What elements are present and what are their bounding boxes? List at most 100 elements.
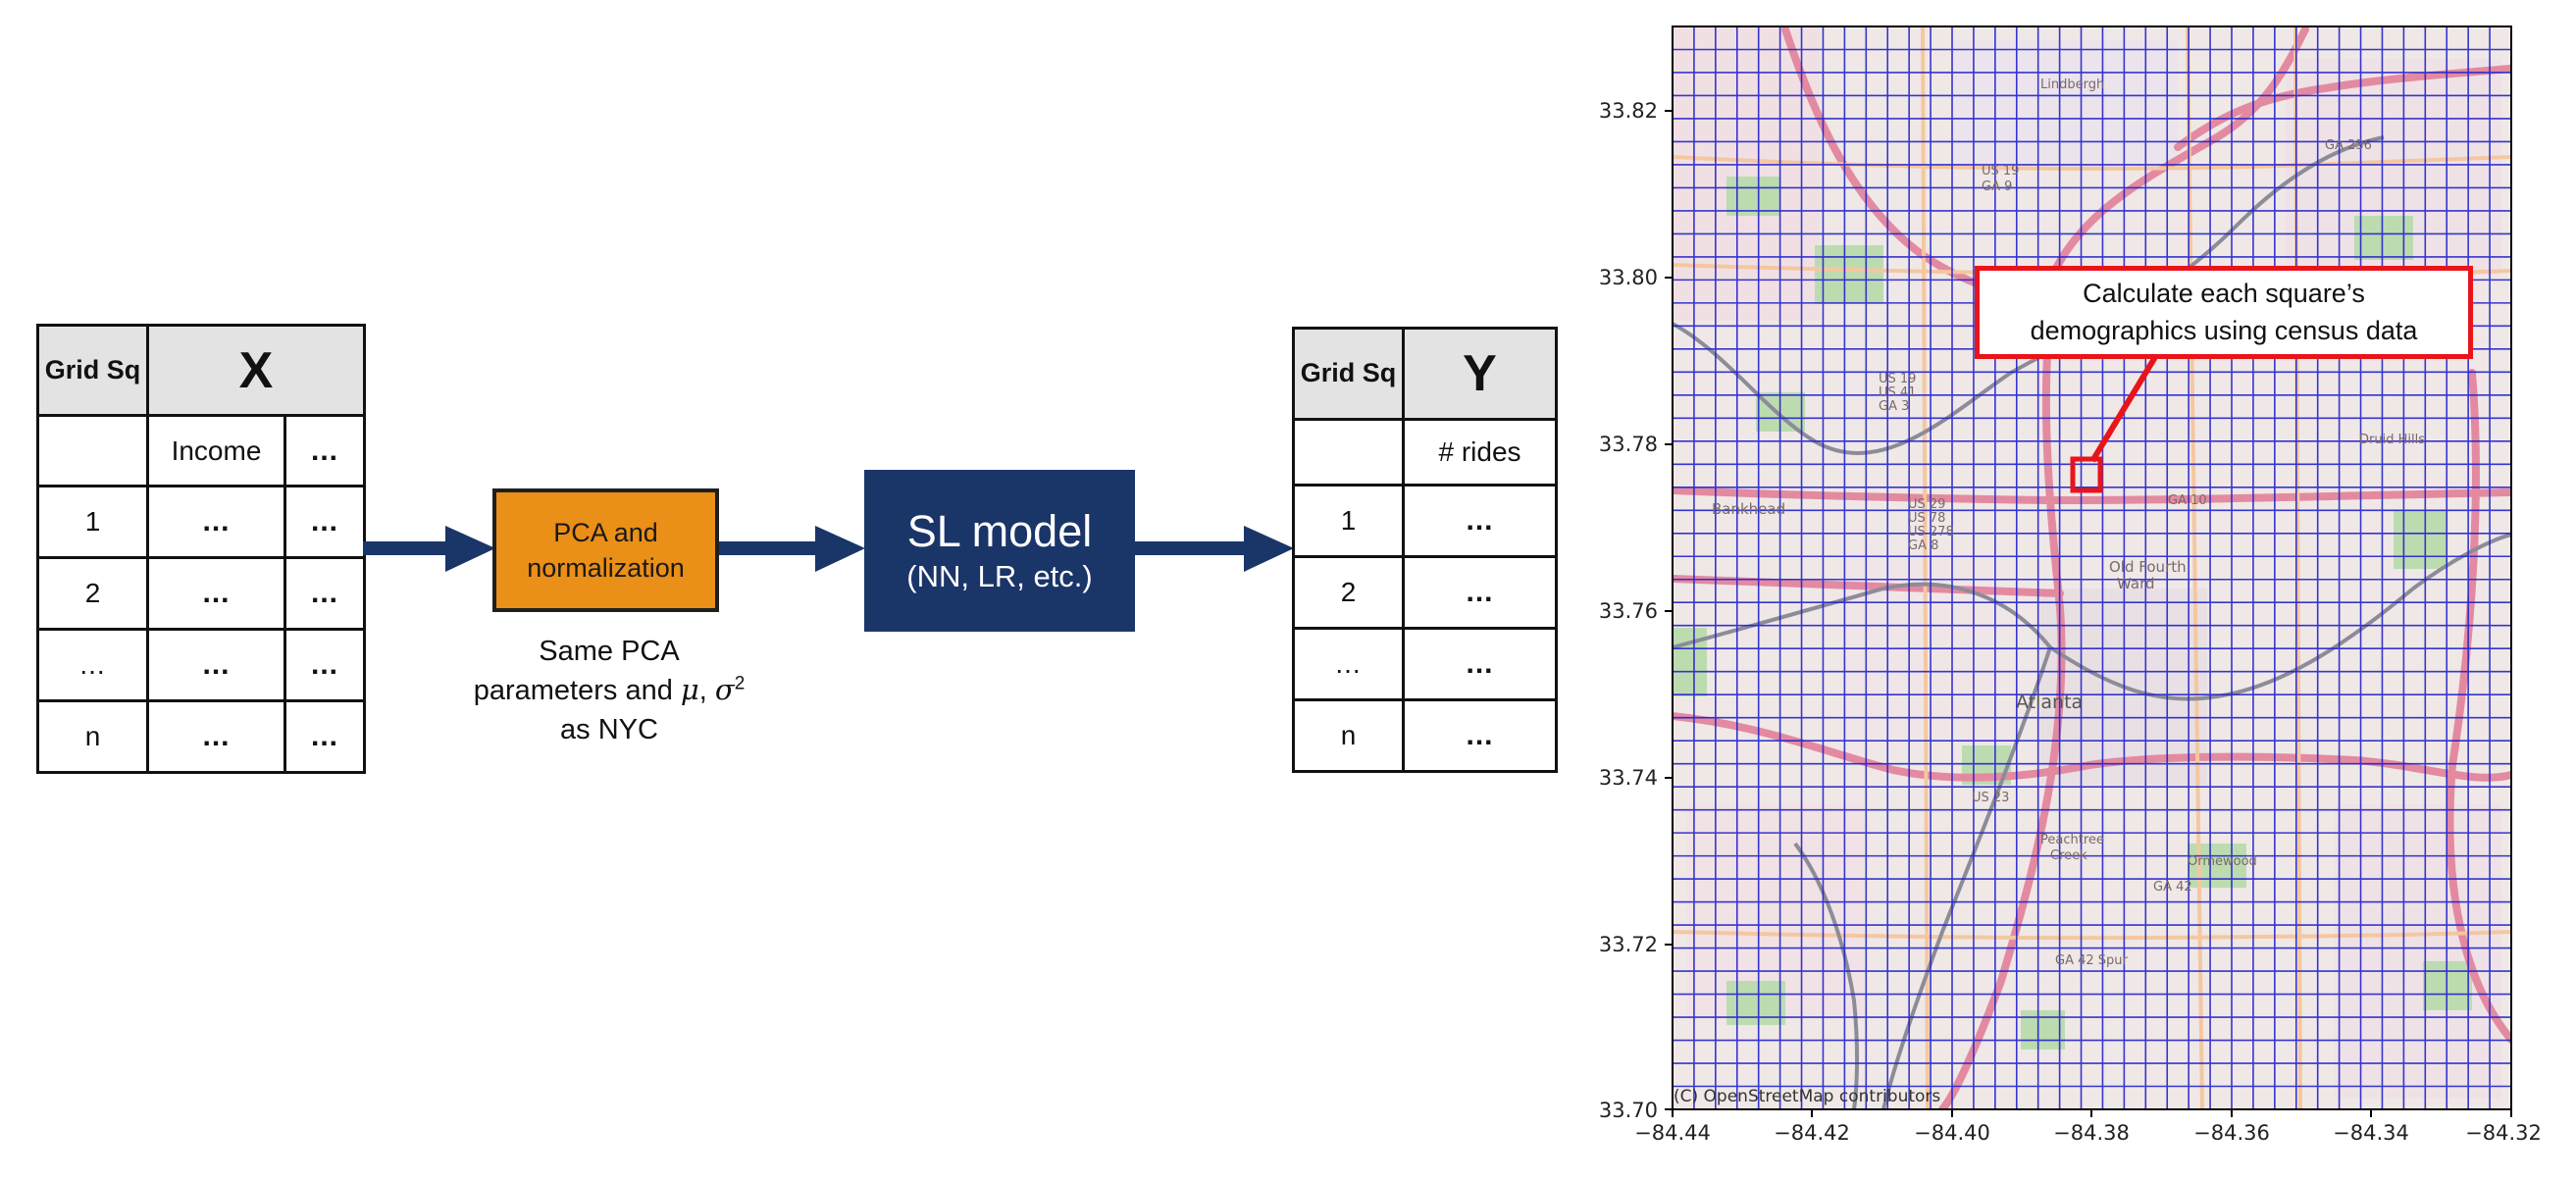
- map-label: Peachtree: [2040, 833, 2104, 847]
- table-y-header-grid-sq: Grid Sq: [1292, 327, 1405, 421]
- map-label: US 78: [1908, 511, 1945, 526]
- table-x-income-header: Income: [146, 414, 286, 487]
- map-major-roads: [1673, 26, 2511, 1109]
- table-x-ellipsis: ...: [283, 414, 366, 487]
- map-patches: [1673, 26, 2501, 1099]
- y-tick-label: 33.76: [1599, 599, 1658, 623]
- map-label: US 19: [1879, 372, 1916, 386]
- table-x-header-grid-sq: Grid Sq: [36, 324, 149, 417]
- x-tick-label: −84.40: [1914, 1121, 1990, 1145]
- y-axis-labels: 33.82 33.80 33.78 33.76 33.74 33.72 33.7…: [1599, 99, 1658, 1122]
- table-y-header-y: Y: [1402, 327, 1558, 421]
- map-label: Old Fourth: [2109, 558, 2187, 576]
- census-grid: [1673, 26, 2511, 1109]
- target-table-y: Grid Sq Y # rides 1 ... 2 ... ... ... n …: [1292, 327, 1558, 773]
- table-x-cell: [36, 414, 149, 487]
- table-y-cell: [1292, 418, 1405, 487]
- highlighted-grid-square: [2070, 456, 2103, 493]
- sigma-symbol: σ: [714, 673, 735, 707]
- axis-ticks: [1665, 110, 2512, 1117]
- osm-credit: (C) OpenStreetMap contributors: [1674, 1087, 1941, 1106]
- map-parks: [1673, 177, 2472, 1050]
- map-label: Lindbergh: [2040, 77, 2104, 92]
- arrow-model-to-y: [1135, 526, 1294, 572]
- map-label: Atlanta: [2016, 692, 2083, 713]
- y-tick-label: 33.78: [1599, 433, 1658, 456]
- table-x-ellipsis: ...: [283, 699, 366, 774]
- y-tick-label: 33.74: [1599, 766, 1658, 790]
- x-tick-label: −84.44: [1634, 1121, 1711, 1145]
- table-y-ellipsis: ...: [1402, 484, 1558, 558]
- map-label: US 23: [1972, 791, 2009, 805]
- map-label: US 278: [1908, 525, 1954, 539]
- x-tick-label: −84.38: [2053, 1121, 2130, 1145]
- table-x-ellipsis: ...: [283, 485, 366, 559]
- sl-model-title: SL model: [906, 505, 1093, 556]
- pca-note-line3: as NYC: [560, 713, 658, 745]
- map-label: GA 3: [1879, 399, 1909, 414]
- map-label: GA 8: [1908, 538, 1938, 553]
- callout-box: Calculate each square’s demographics usi…: [1975, 266, 2473, 359]
- table-y-ellipsis: ...: [1402, 698, 1558, 773]
- table-x-ellipsis: ...: [146, 699, 286, 774]
- map-minor-roads: [1673, 26, 2511, 1109]
- table-y-row-label: 2: [1292, 555, 1405, 630]
- feature-table-x: Grid Sq X Income ... 1 ... ... 2 ... ...…: [36, 324, 366, 774]
- x-tick-label: −84.32: [2465, 1121, 2542, 1145]
- mu-symbol: μ: [680, 673, 699, 707]
- table-x-row-label: 1: [36, 485, 149, 559]
- map-background: [1673, 26, 2511, 1109]
- table-x-row-label: n: [36, 699, 149, 774]
- sl-model-subtitle: (NN, LR, etc.): [906, 559, 1093, 594]
- table-y-row-label: n: [1292, 698, 1405, 773]
- pca-note-prefix: parameters and: [473, 675, 673, 707]
- map-label: US 29: [1908, 497, 1945, 512]
- map-label: Creek: [2050, 848, 2087, 863]
- map-label: GA 9: [1982, 179, 2012, 194]
- table-x-ellipsis: ...: [146, 628, 286, 702]
- map-rail-lines: [1673, 135, 2511, 1109]
- table-x-ellipsis: ...: [283, 628, 366, 702]
- x-tick-label: −84.36: [2193, 1121, 2270, 1145]
- table-y-ellipsis: ...: [1402, 627, 1558, 701]
- map-place-labels: Lindbergh GA 236 US 19 GA 9 US 19 US 41 …: [1712, 77, 2425, 968]
- map-label: GA 10: [2168, 493, 2207, 508]
- pca-note-line1: Same PCA: [539, 636, 680, 667]
- y-tick-label: 33.82: [1599, 99, 1658, 123]
- table-y-rides-header: # rides: [1402, 418, 1558, 487]
- map-label: Druid Hills: [2359, 433, 2425, 447]
- table-x-row-label: 2: [36, 556, 149, 631]
- sl-model-box: SL model (NN, LR, etc.): [864, 470, 1135, 632]
- y-tick-label: 33.70: [1599, 1099, 1658, 1122]
- pca-note: Same PCA parameters and μ, σ2 as NYC: [438, 633, 781, 749]
- table-x-ellipsis: ...: [146, 485, 286, 559]
- callout-leader-line: [2089, 355, 2158, 463]
- callout-line1: Calculate each square’s: [2083, 279, 2365, 309]
- table-x-ellipsis: ...: [283, 556, 366, 631]
- x-tick-label: −84.34: [2333, 1121, 2409, 1145]
- map-label: Bankhead: [1712, 500, 1785, 518]
- table-y-row-label: ...: [1292, 627, 1405, 701]
- map-label: US 19: [1982, 164, 2019, 179]
- callout-line2: demographics using census data: [2030, 315, 2418, 345]
- map-label: Ward: [2117, 575, 2155, 592]
- map-label: GA 42 Spur: [2055, 953, 2129, 968]
- pca-box-line2: normalization: [527, 553, 685, 583]
- map-label: US 41: [1879, 385, 1916, 400]
- y-tick-label: 33.80: [1599, 266, 1658, 289]
- table-x-header-x: X: [146, 324, 366, 417]
- table-y-ellipsis: ...: [1402, 555, 1558, 630]
- pca-box-line1: PCA and: [553, 517, 658, 547]
- map-label: GA 236: [2325, 138, 2372, 153]
- map-label: Ormewood: [2188, 854, 2257, 869]
- arrow-pca-to-model: [719, 526, 865, 572]
- table-y-row-label: 1: [1292, 484, 1405, 558]
- arrow-x-to-pca: [363, 526, 495, 572]
- x-tick-label: −84.42: [1774, 1121, 1850, 1145]
- map-label: GA 42: [2153, 880, 2192, 895]
- table-x-row-label: ...: [36, 628, 149, 702]
- x-axis-labels: −84.44 −84.42 −84.40 −84.38 −84.36 −84.3…: [1634, 1121, 2542, 1145]
- table-x-ellipsis: ...: [146, 556, 286, 631]
- pca-normalization-box: PCA and normalization: [492, 488, 719, 612]
- sigma-exponent: 2: [734, 673, 746, 694]
